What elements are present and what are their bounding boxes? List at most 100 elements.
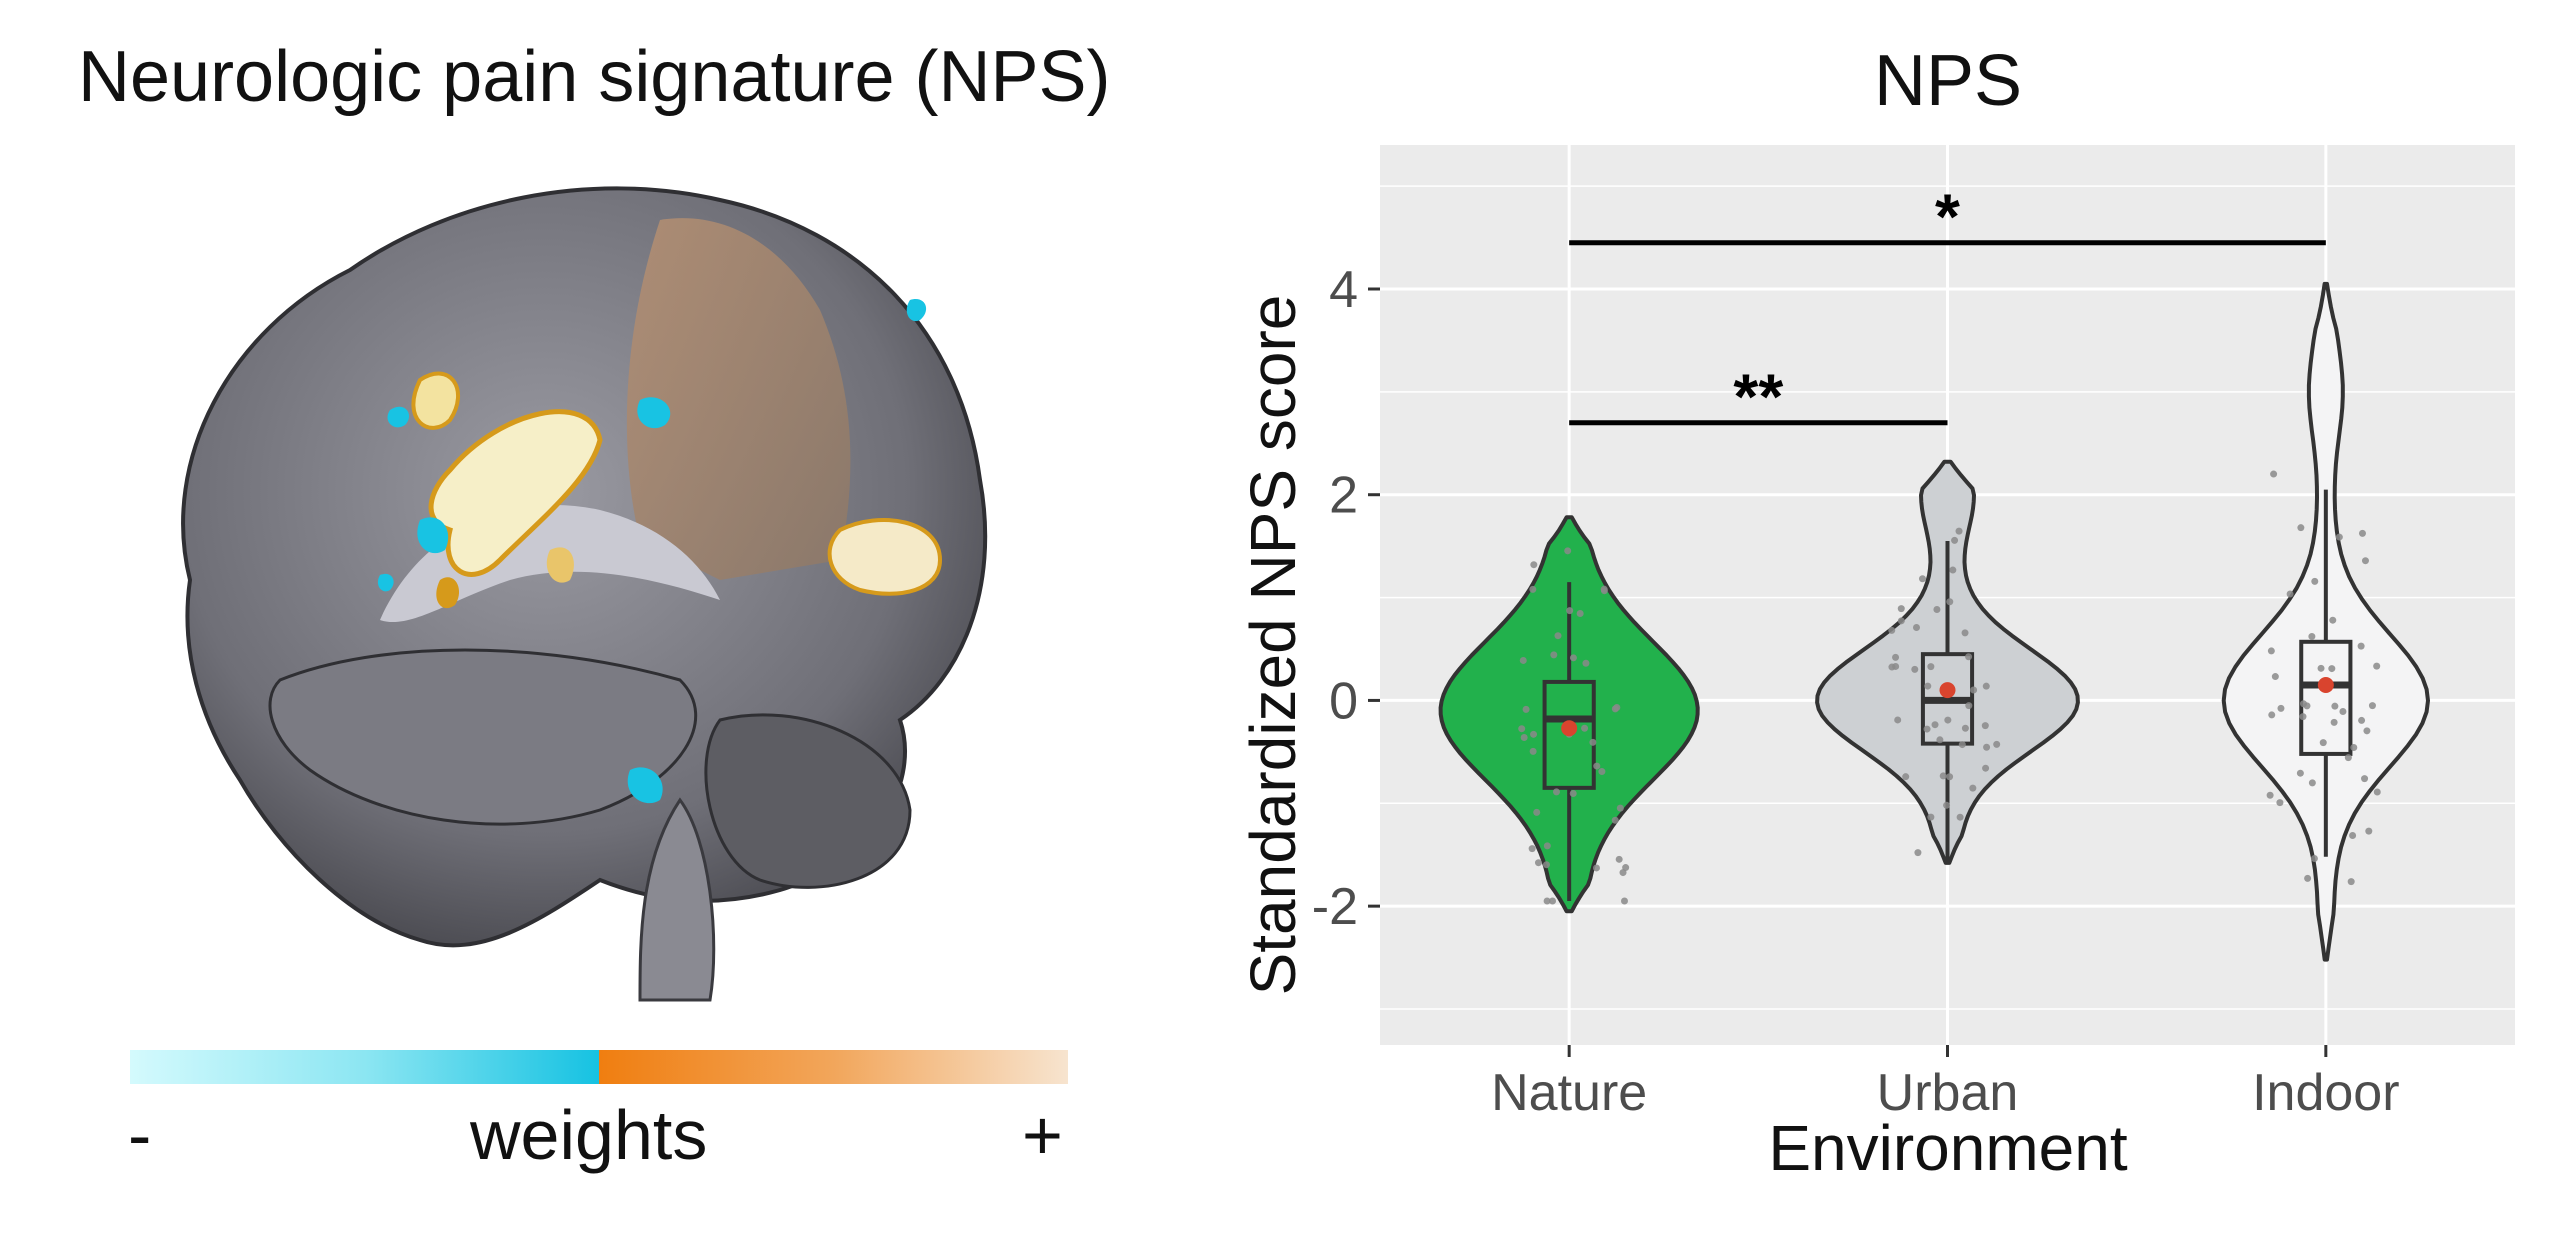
axes: -2 0 2 4 Nature Urban Indoor [1312, 261, 2400, 1122]
jitter-point [1593, 762, 1601, 770]
jitter-point [2361, 775, 2369, 783]
jitter-point [2350, 743, 2358, 751]
jitter-point [2296, 769, 2304, 777]
jitter-point [2286, 590, 2294, 598]
jitter-point [1914, 849, 1922, 857]
jitter-point [2270, 470, 2278, 478]
jitter-point [1982, 764, 1990, 772]
y-tick-label: 2 [1329, 467, 1358, 525]
significance-label: ** [1733, 361, 1783, 433]
jitter-point [1982, 682, 1990, 690]
jitter-point [2308, 779, 2316, 787]
positive-weight-blobs [411, 371, 943, 609]
jitter-point [1566, 607, 1574, 615]
jitter-point [2357, 642, 2365, 650]
jitter-point [1592, 864, 1600, 872]
brain-panel-title: Neurologic pain signature (NPS) [78, 37, 1111, 117]
jitter-point [2297, 524, 2305, 532]
jitter-point [1576, 609, 1584, 617]
jitter-point [1598, 768, 1606, 776]
jitter-points [1518, 470, 2381, 905]
jitter-point [1946, 598, 1954, 606]
jitter-point [1533, 808, 1541, 816]
jitter-point [1927, 813, 1935, 821]
jitter-point [1518, 725, 1526, 733]
jitter-point [2365, 827, 2373, 835]
jitter-point [2373, 788, 2381, 796]
jitter-point [1529, 585, 1537, 593]
jitter-point [2328, 665, 2336, 673]
jitter-point [1519, 656, 1527, 664]
jitter-point [1550, 651, 1558, 659]
brain-image [181, 186, 988, 1002]
jitter-point [2349, 832, 2357, 840]
jitter-point [1961, 629, 1969, 637]
jitter-point [1944, 716, 1952, 724]
jitter-point [2358, 529, 2366, 537]
jitter-point [1965, 702, 1973, 710]
jitter-point [1581, 724, 1589, 732]
jitter-point [1983, 743, 1991, 751]
jitter-point [1542, 861, 1550, 869]
y-axis-label: Standardized NPS score [1237, 295, 1309, 996]
significance-brackets: *** [1569, 181, 2326, 433]
jitter-point [1530, 730, 1538, 738]
mean-point-nature [1561, 720, 1578, 737]
significance-label: * [1935, 181, 1960, 253]
jitter-point [1600, 587, 1608, 595]
jitter-point [2277, 704, 2285, 712]
jitter-point [1956, 813, 1964, 821]
jitter-point [1981, 722, 1989, 730]
jitter-point [2344, 754, 2352, 762]
jitter-point [2363, 727, 2371, 735]
jitter-point [2303, 702, 2311, 710]
jitter-point [1892, 653, 1900, 661]
violin-urban [1815, 459, 2080, 865]
jitter-point [1620, 897, 1628, 905]
jitter-point [2317, 664, 2325, 672]
jitter-point [2319, 739, 2327, 747]
y-tick-label: 0 [1329, 672, 1358, 730]
jitter-point [1615, 855, 1623, 863]
jitter-point [1924, 682, 1932, 690]
jitter-point [1529, 747, 1537, 755]
mean-points [1561, 677, 2334, 737]
jitter-point [1933, 605, 1941, 613]
jitter-point [2361, 557, 2369, 565]
x-axis-label: Environment [1768, 1112, 2128, 1184]
jitter-point [1589, 738, 1597, 746]
jitter-point [1897, 617, 1905, 625]
jitter-point [2310, 854, 2318, 862]
jitter-point [1902, 773, 1910, 781]
jitter-point [1931, 721, 1939, 729]
colorbar-negative-segment [130, 1050, 599, 1084]
x-tick-label: Nature [1491, 1064, 1647, 1122]
jitter-point [1520, 733, 1528, 741]
jitter-point [2311, 577, 2319, 585]
jitter-point [1564, 547, 1572, 555]
jitter-point [1888, 626, 1896, 634]
jitter-point [1927, 663, 1935, 671]
jitter-point [2299, 713, 2307, 721]
colorbar-min-label: - [128, 1096, 152, 1174]
jitter-point [1549, 897, 1557, 905]
jitter-point [1918, 575, 1926, 583]
jitter-point [1939, 772, 1947, 780]
violin-nature [1438, 515, 1700, 914]
jitter-point [1912, 624, 1920, 632]
box-nature [1542, 679, 1596, 790]
jitter-point [1554, 632, 1562, 640]
jitter-point [2373, 662, 2381, 670]
jitter-point [1969, 784, 1977, 792]
colorbar-max-label: + [1022, 1096, 1063, 1174]
jitter-point [1970, 686, 1978, 694]
chart-title: NPS [1874, 41, 2022, 121]
jitter-point [2368, 702, 2376, 710]
jitter-point [1993, 740, 2001, 748]
jitter-point [1534, 859, 1542, 867]
jitter-point [2329, 616, 2337, 624]
y-tick-label: -2 [1312, 878, 1358, 936]
x-tick-label: Urban [1877, 1064, 2019, 1122]
jitter-point [2358, 716, 2366, 724]
